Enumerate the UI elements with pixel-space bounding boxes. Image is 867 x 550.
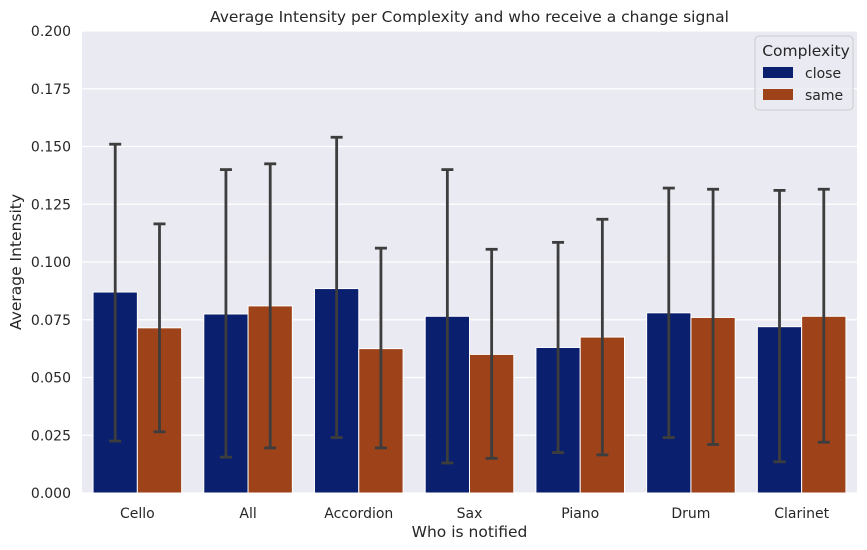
y-axis-title: Average Intensity bbox=[7, 194, 25, 330]
x-tick-label: Accordion bbox=[324, 506, 393, 522]
y-tick-label: 0.125 bbox=[31, 197, 71, 213]
y-tick-label: 0.175 bbox=[31, 82, 71, 98]
x-tick-label: Drum bbox=[671, 506, 710, 522]
x-tick-label: Clarinet bbox=[774, 506, 829, 522]
y-tick-label: 0.100 bbox=[31, 255, 71, 271]
x-tick-labels: Cello All Accordion Sax Piano Drum Clarinet bbox=[120, 506, 830, 522]
legend-swatch-same bbox=[763, 89, 793, 100]
chart-title: Average Intensity per Complexity and who… bbox=[210, 8, 729, 26]
y-tick-label: 0.050 bbox=[31, 371, 71, 387]
x-tick-label: Piano bbox=[561, 506, 599, 522]
y-tick-label: 0.000 bbox=[31, 486, 71, 502]
legend-label-close: close bbox=[805, 66, 841, 82]
legend-swatch-close bbox=[763, 67, 793, 78]
error-bars bbox=[109, 135, 830, 465]
y-tick-label: 0.025 bbox=[31, 428, 71, 444]
y-tick-labels: 0.000 0.025 0.050 0.075 0.100 0.125 0.150 0.175… bbox=[31, 24, 71, 502]
x-tick-label: Sax bbox=[457, 506, 483, 522]
y-tick-label: 0.075 bbox=[31, 313, 71, 329]
x-axis-title: Who is notified bbox=[412, 523, 528, 541]
x-tick-label: Cello bbox=[120, 506, 155, 522]
x-tick-label: All bbox=[239, 506, 256, 522]
y-tick-label: 0.200 bbox=[31, 24, 71, 40]
legend-label-same: same bbox=[805, 88, 843, 104]
legend: Complexity close same bbox=[754, 35, 854, 111]
legend-title: Complexity bbox=[762, 42, 850, 60]
bars bbox=[92, 288, 847, 494]
y-tick-label: 0.150 bbox=[31, 140, 71, 156]
